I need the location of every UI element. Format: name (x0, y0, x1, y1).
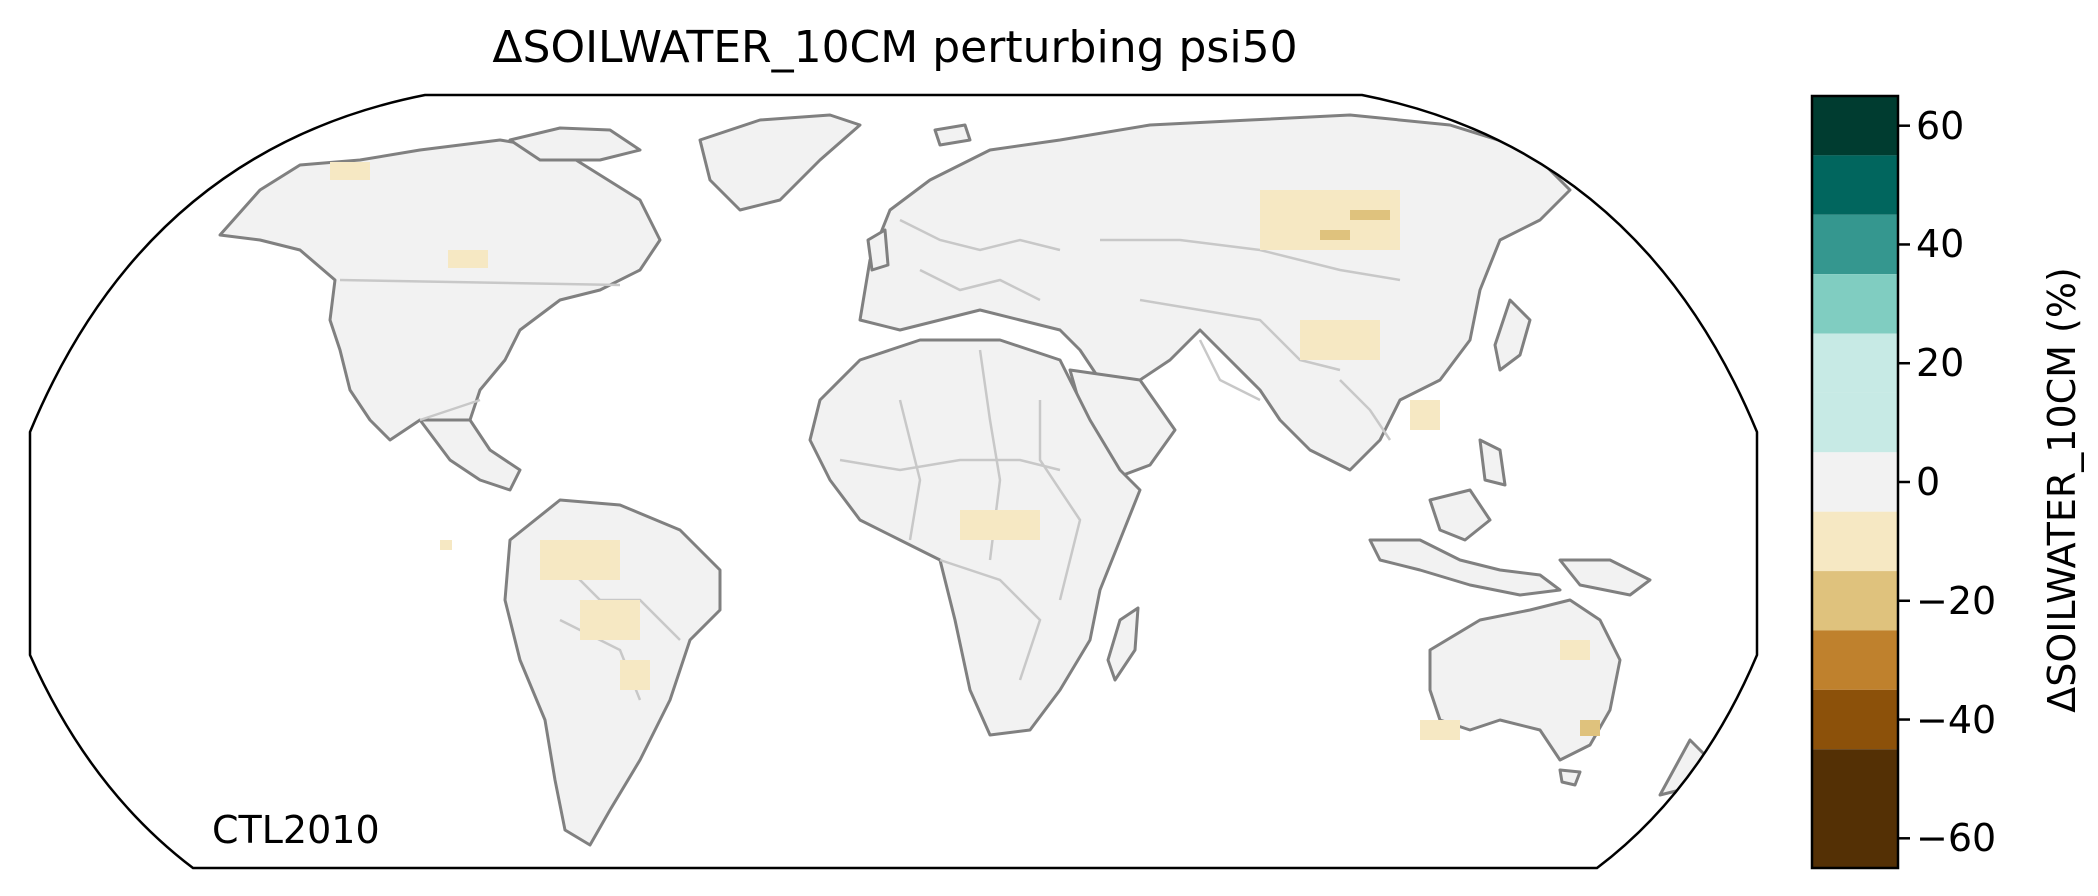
scenario-label: CTL2010 (212, 808, 380, 852)
colorbar-bin (1812, 274, 1898, 334)
colorbar-bin (1812, 749, 1898, 868)
madagascar (1106, 606, 1140, 682)
colorbar-bin (1812, 511, 1898, 572)
south-america (503, 498, 722, 847)
colorbar-bin (1812, 630, 1898, 690)
great-britain (866, 228, 890, 272)
colorbar-tick-label: −60 (1916, 816, 1997, 861)
colorbar-tick-label: 0 (1916, 460, 1941, 504)
north-america (218, 138, 662, 442)
philippines (1478, 438, 1507, 487)
central-america (418, 418, 522, 492)
colorbar-bins (1812, 96, 1898, 868)
colorbar-frame (1810, 94, 1900, 870)
colorbar-ticks (1898, 124, 1910, 840)
greenland (698, 113, 862, 212)
colorbar-bin (1812, 333, 1898, 393)
indonesia (1368, 538, 1562, 597)
colorbar-tick-label: 60 (1916, 103, 1965, 148)
colorbar-label: ΔSOILWATER_10CM (%) (2040, 267, 2084, 713)
arctic-islands (508, 126, 642, 162)
colorbar-tick-label: −40 (1916, 697, 1997, 742)
colorbar-bin (1812, 689, 1898, 750)
map-outline (28, 93, 1759, 870)
colorbar-tick-label: 20 (1916, 341, 1965, 386)
tasmania (1558, 768, 1582, 787)
colorbar-bin (1812, 571, 1898, 631)
borneo (1428, 488, 1492, 542)
japan (1493, 298, 1532, 372)
colorbar-bin (1812, 96, 1898, 156)
colorbar-tick-label: 40 (1916, 222, 1965, 267)
new-guinea (1558, 558, 1652, 597)
colorbar-bin (1812, 214, 1898, 275)
colorbar-bin (1812, 392, 1898, 453)
colorbar-bin (1812, 452, 1898, 512)
map-title: ΔSOILWATER_10CM perturbing psi50 (492, 22, 1298, 73)
colorbar-tick-label: −20 (1916, 578, 1997, 623)
anomaly-patches (330, 162, 1600, 740)
svalbard (933, 123, 972, 147)
colorbar-bin (1812, 155, 1898, 215)
